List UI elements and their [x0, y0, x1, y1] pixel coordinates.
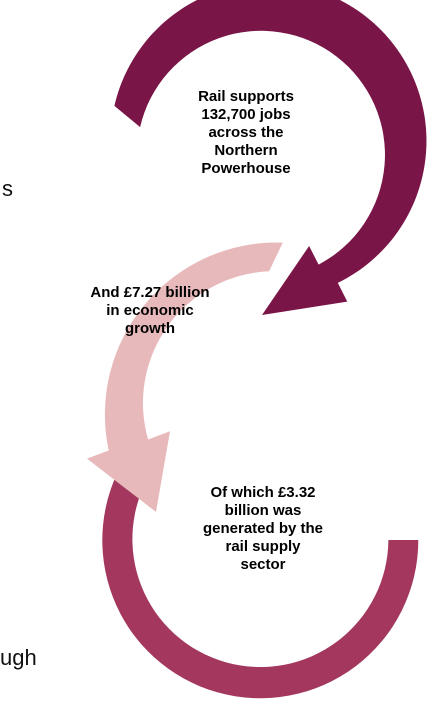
- step-3-line: Of which £3.32: [210, 484, 316, 501]
- step-1-line: across the: [208, 124, 284, 141]
- step-3-line: sector: [240, 556, 286, 573]
- step-2-line: growth: [125, 320, 175, 337]
- step-3-label: Of which £3.32 billion was generated by …: [178, 484, 348, 574]
- step-3-line: billion was: [224, 502, 302, 519]
- step-1-label: Rail supports 132,700 jobs across the No…: [176, 88, 316, 178]
- step-2-label: And £7.27 billion in economic growth: [70, 284, 230, 338]
- step-3-line: rail supply: [225, 538, 301, 555]
- step-1-line: Powerhouse: [201, 160, 291, 177]
- cutoff-text-bottom: ugh: [0, 645, 37, 670]
- step-1-line: Northern: [214, 142, 278, 159]
- step-2-line: And £7.27 billion: [90, 284, 210, 301]
- cutoff-text-top: s: [2, 176, 13, 201]
- step-1-line: 132,700 jobs: [201, 106, 291, 123]
- middle-curved-arrow: [87, 242, 283, 512]
- step-2-line: in economic: [106, 302, 194, 319]
- step-3-line: generated by the: [202, 520, 324, 537]
- step-1-line: Rail supports: [198, 88, 294, 105]
